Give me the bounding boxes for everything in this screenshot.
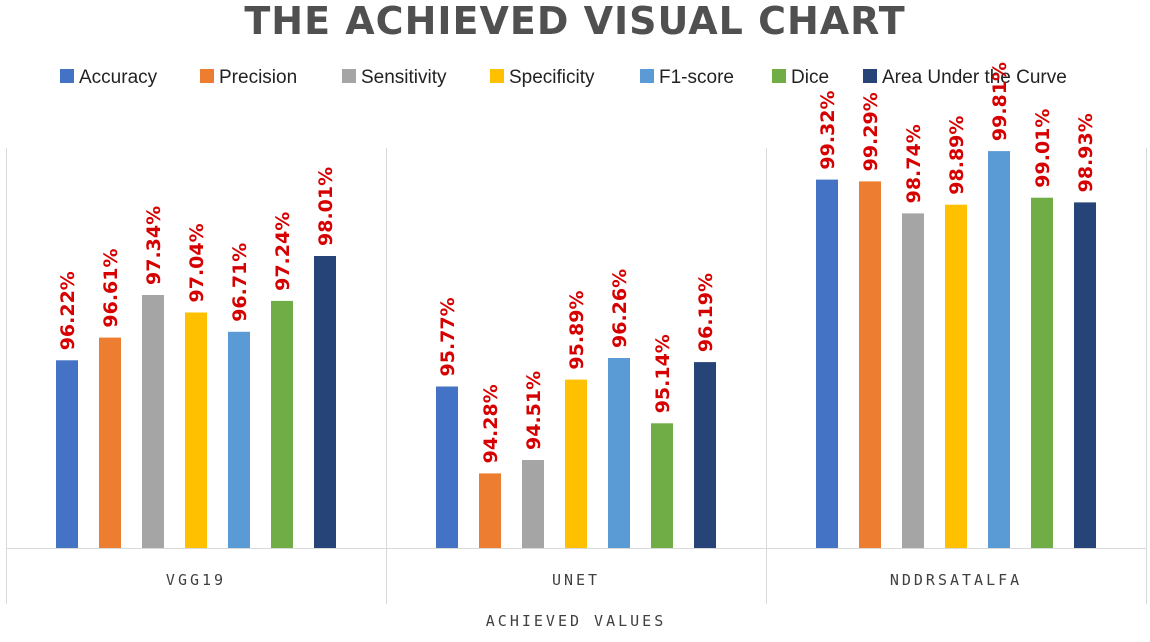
data-label-f1-score-nddrsatalfa: 99.81% (989, 62, 1011, 141)
data-label-area-under-the-curve-vgg19: 98.01% (315, 167, 337, 246)
legend-item-accuracy: Accuracy (60, 67, 158, 88)
data-label-dice-unet: 95.14% (652, 334, 674, 413)
data-label-sensitivity-unet: 94.51% (523, 371, 545, 450)
data-label-sensitivity-vgg19: 97.34% (143, 206, 165, 285)
data-label-dice-nddrsatalfa: 99.01% (1032, 109, 1054, 188)
legend-item-f1-score: F1-score (640, 67, 734, 88)
bar-specificity-unet (565, 379, 587, 548)
legend-label: Specificity (509, 67, 595, 88)
bar-sensitivity-vgg19 (142, 295, 164, 548)
legend-swatch (772, 69, 786, 83)
x-axis-title: ACHIEVED VALUES (486, 612, 666, 630)
bar-f1-score-vgg19 (228, 331, 250, 548)
data-label-specificity-nddrsatalfa: 98.89% (946, 116, 968, 195)
legend-label: F1-score (659, 67, 734, 88)
legend-swatch (200, 69, 214, 83)
data-label-precision-nddrsatalfa: 99.29% (860, 92, 882, 171)
legend-swatch (60, 69, 74, 83)
bar-specificity-nddrsatalfa (945, 204, 967, 548)
bar-f1-score-unet (608, 358, 630, 548)
bar-precision-unet (479, 473, 501, 548)
data-label-accuracy-vgg19: 96.22% (57, 271, 79, 350)
category-label-vgg19: VGG19 (166, 571, 226, 589)
data-label-f1-score-unet: 96.26% (609, 269, 631, 348)
legend-label: Accuracy (79, 67, 158, 88)
bar-specificity-vgg19 (185, 312, 207, 548)
bar-f1-score-nddrsatalfa (988, 151, 1010, 548)
legend-item-area-under-the-curve: Area Under the Curve (863, 67, 1067, 88)
legend-item-precision: Precision (200, 67, 297, 88)
legend-swatch (640, 69, 654, 83)
bar-accuracy-nddrsatalfa (816, 179, 838, 548)
category-group-unet: 95.77% 94.28% 94.51% 95.89% 96.26% 95.14% 96.1… (436, 269, 717, 589)
data-label-specificity-vgg19: 97.04% (186, 223, 208, 302)
bar-dice-unet (651, 423, 673, 548)
bar-precision-nddrsatalfa (859, 181, 881, 548)
data-label-area-under-the-curve-nddrsatalfa: 98.93% (1075, 113, 1097, 192)
legend: Accuracy Precision Sensitivity Specificity F… (60, 67, 1067, 88)
bar-accuracy-unet (436, 386, 458, 548)
legend-label: Area Under the Curve (882, 67, 1067, 88)
data-label-precision-vgg19: 96.61% (100, 248, 122, 327)
legend-item-specificity: Specificity (490, 67, 595, 88)
data-label-f1-score-vgg19: 96.71% (229, 243, 251, 322)
legend-swatch (342, 69, 356, 83)
bar-area-under-the-curve-unet (694, 362, 716, 548)
data-label-area-under-the-curve-unet: 96.19% (695, 273, 717, 352)
legend-swatch (490, 69, 504, 83)
chart-title: THE ACHIEVED VISUAL CHART (244, 0, 905, 43)
data-label-dice-vgg19: 97.24% (272, 212, 294, 291)
legend-label: Precision (219, 67, 297, 88)
bar-precision-vgg19 (99, 337, 121, 548)
category-group-nddrsatalfa: 99.32% 99.29% 98.74% 98.89% 99.81% 99.01% 98.9… (816, 62, 1097, 589)
bar-accuracy-vgg19 (56, 360, 78, 548)
legend-item-dice: Dice (772, 67, 829, 88)
bar-sensitivity-unet (522, 460, 544, 548)
data-label-accuracy-nddrsatalfa: 99.32% (817, 90, 839, 169)
data-label-accuracy-unet: 95.77% (437, 297, 459, 376)
bar-area-under-the-curve-vgg19 (314, 256, 336, 548)
category-label-unet: UNET (552, 571, 600, 589)
legend-swatch (863, 69, 877, 83)
bar-area-under-the-curve-nddrsatalfa (1074, 202, 1096, 548)
legend-label: Dice (791, 67, 829, 88)
bar-sensitivity-nddrsatalfa (902, 213, 924, 548)
plot-area: 96.22% 96.61% 97.34% 97.04% 96.71% 97.24% 98.0… (6, 62, 1147, 604)
category-label-nddrsatalfa: NDDRSATALFA (890, 571, 1022, 589)
legend-label: Sensitivity (361, 67, 447, 88)
legend-item-sensitivity: Sensitivity (342, 67, 447, 88)
category-group-vgg19: 96.22% 96.61% 97.34% 97.04% 96.71% 97.24% 98.0… (56, 167, 337, 589)
data-label-specificity-unet: 95.89% (566, 290, 588, 369)
bar-dice-vgg19 (271, 300, 293, 548)
data-label-precision-unet: 94.28% (480, 384, 502, 463)
data-label-sensitivity-nddrsatalfa: 98.74% (903, 124, 925, 203)
bar-dice-nddrsatalfa (1031, 197, 1053, 548)
